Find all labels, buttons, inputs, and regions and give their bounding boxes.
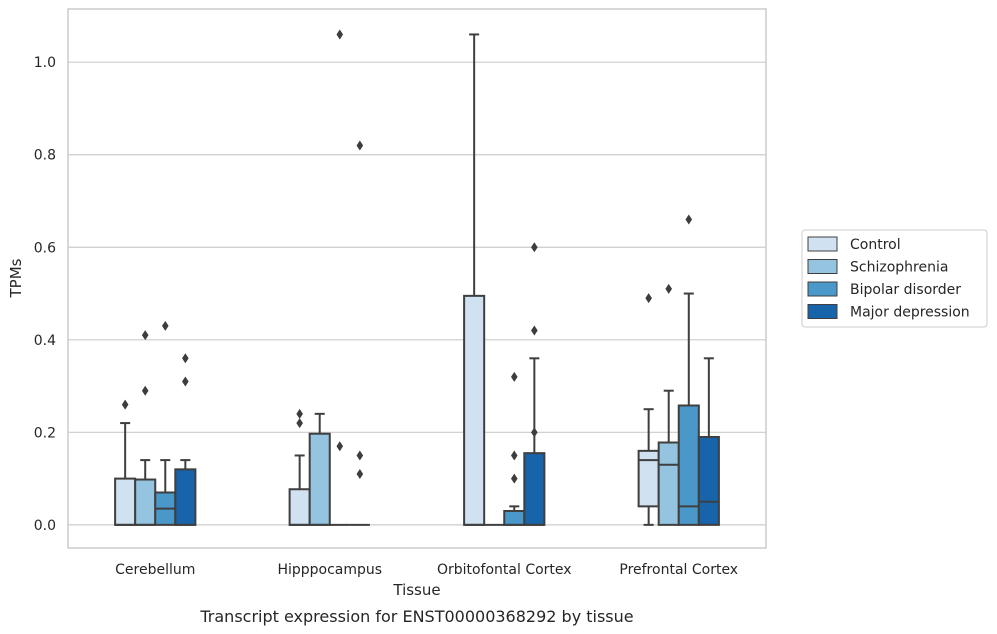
outlier-point xyxy=(510,371,518,382)
outlier-point xyxy=(665,283,673,294)
box xyxy=(523,242,546,526)
category-group xyxy=(463,33,546,526)
legend-label: Bipolar disorder xyxy=(850,282,961,298)
outlier-point xyxy=(645,293,652,304)
outlier-point xyxy=(356,468,364,479)
y-tick-label: 1.0 xyxy=(34,55,56,71)
outlier-point xyxy=(296,408,303,419)
box-body xyxy=(503,509,526,526)
category-group xyxy=(637,214,720,526)
box-body xyxy=(657,441,680,526)
outlier-point xyxy=(510,450,518,461)
legend-item: Schizophrenia xyxy=(807,259,948,276)
box xyxy=(657,283,680,526)
box-groups xyxy=(114,29,720,526)
box xyxy=(503,371,526,526)
legend-label: Major depression xyxy=(850,305,970,321)
x-tick-label: Prefrontal Cortex xyxy=(619,562,738,578)
outlier-point xyxy=(141,330,149,341)
box-body xyxy=(114,477,137,526)
legend-item: Major depression xyxy=(807,304,970,321)
box xyxy=(134,330,157,526)
x-tick-label: Orbitofontal Cortex xyxy=(437,562,572,578)
y-tick-label: 0.0 xyxy=(34,518,56,534)
outlier-point xyxy=(531,325,538,336)
box-body xyxy=(463,294,486,526)
y-tick-labels: 0.0 0.2 0.4 0.6 0.8 1.0 xyxy=(34,55,56,534)
outlier-point xyxy=(296,418,303,429)
box xyxy=(114,399,137,526)
legend-swatch xyxy=(807,281,838,297)
x-tick-labels: Cerebellum Hipppocampus Orbitofontal Corte… xyxy=(115,562,738,578)
box-body xyxy=(134,478,157,526)
outlier-point xyxy=(356,140,364,151)
legend-label: Control xyxy=(850,237,901,253)
box-body xyxy=(697,435,720,526)
outlier-point xyxy=(336,29,344,40)
box xyxy=(697,357,720,526)
outlier-point xyxy=(510,473,518,484)
x-tick-label: Cerebellum xyxy=(115,562,195,578)
legend-swatch xyxy=(807,259,838,274)
x-axis-title: Tissue xyxy=(392,581,440,599)
y-axis-title: TPMs xyxy=(7,258,25,298)
legend-item: Control xyxy=(807,236,901,253)
category-group xyxy=(114,320,197,526)
box xyxy=(349,140,370,526)
outlier-point xyxy=(182,353,189,364)
outlier-point xyxy=(685,214,693,225)
box-body xyxy=(174,468,197,526)
box xyxy=(463,33,486,526)
box-body xyxy=(288,488,311,526)
outlier-point xyxy=(336,441,344,452)
box-body xyxy=(308,432,331,526)
plot-frame xyxy=(67,8,767,549)
legend-frame xyxy=(801,229,988,328)
outlier-point xyxy=(182,376,189,387)
y-tick-label: 0.8 xyxy=(34,148,56,164)
legend-label: Schizophrenia xyxy=(850,260,948,276)
chart-caption: Transcript expression for ENST0000036829… xyxy=(199,607,633,626)
x-tick-label: Hipppocampus xyxy=(277,562,382,578)
legend-swatch xyxy=(807,236,838,252)
legend-swatch xyxy=(807,304,838,319)
y-tick-label: 0.6 xyxy=(34,240,56,256)
outlier-point xyxy=(161,320,169,331)
box-body xyxy=(523,452,546,526)
outlier-point xyxy=(141,385,149,396)
y-tick-label: 0.2 xyxy=(34,425,56,441)
legend: Control Schizophrenia Bipolar disorder Majo… xyxy=(801,229,988,328)
outlier-point xyxy=(121,399,129,410)
box xyxy=(308,412,331,526)
outlier-point xyxy=(531,427,538,438)
category-group xyxy=(288,29,370,526)
box xyxy=(329,29,350,526)
y-tick-label: 0.4 xyxy=(34,333,56,349)
outlier-point xyxy=(356,450,364,461)
box xyxy=(174,353,197,526)
legend-item: Bipolar disorder xyxy=(807,281,961,298)
outlier-point xyxy=(531,242,538,253)
